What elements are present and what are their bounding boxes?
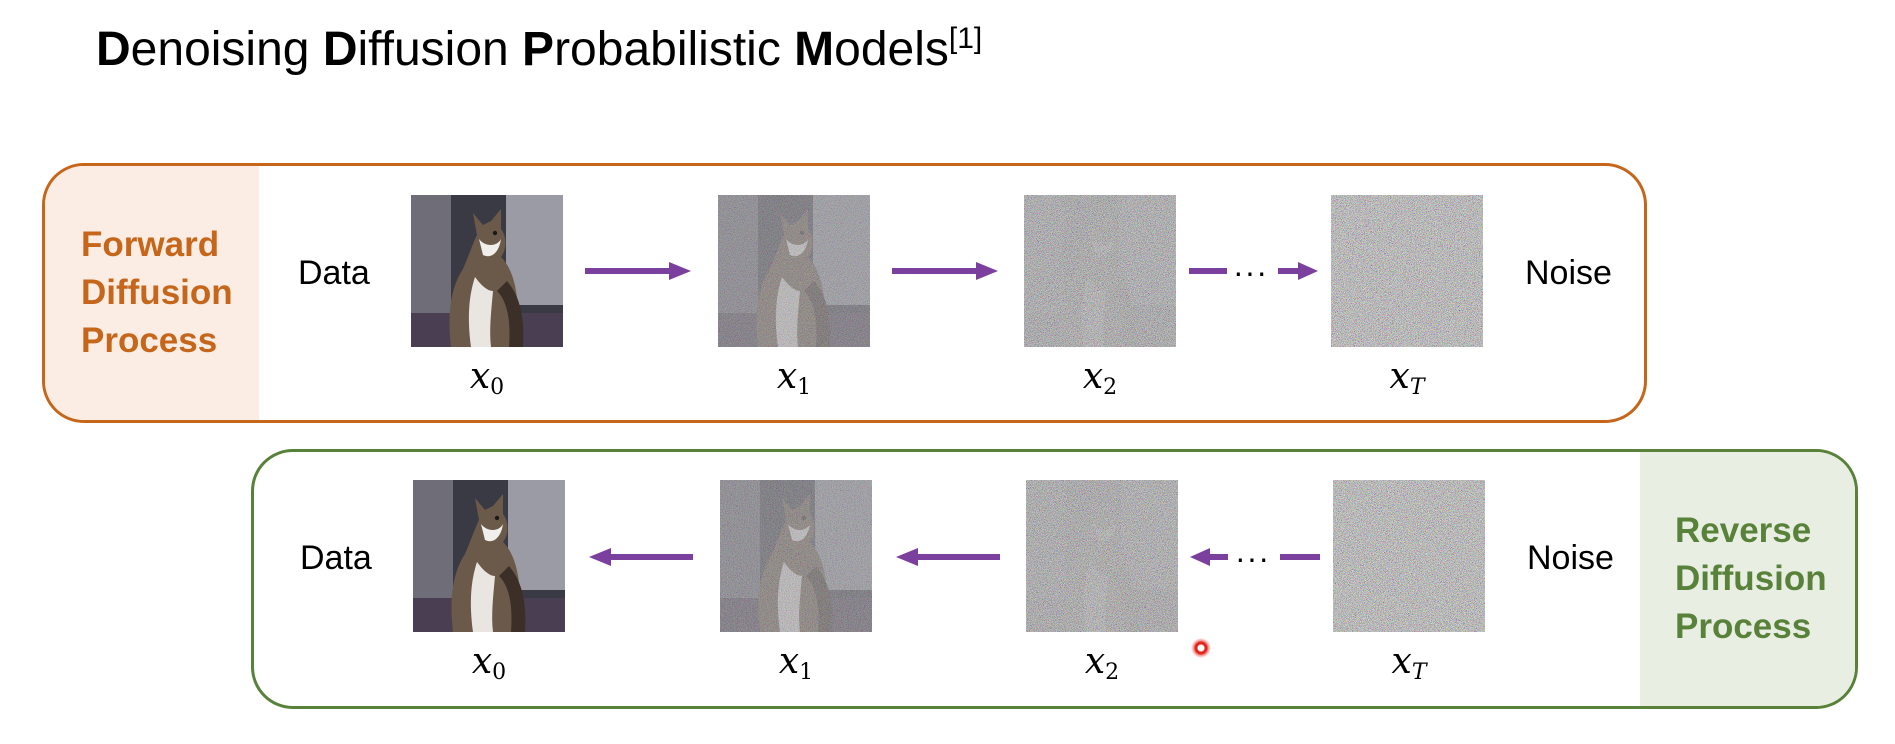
reverse-ellipsis: ··· <box>1235 540 1270 576</box>
title-citation: [1] <box>948 22 983 55</box>
forward-var-x1: x1 <box>776 356 812 400</box>
reverse-var-x0: x0 <box>471 641 507 685</box>
reverse-arrow-3-head <box>1190 548 1228 566</box>
reverse-data-label: Data <box>300 539 372 577</box>
forward-ellipsis: ··· <box>1233 254 1268 290</box>
forward-arrow-3-head <box>1278 262 1318 280</box>
forward-image-x0 <box>411 195 563 347</box>
reverse-var-x2: x2 <box>1084 641 1120 685</box>
reverse-noise-label: Noise <box>1527 539 1614 577</box>
title-word-2: Diffusion <box>322 23 523 76</box>
reverse-arrow-3-tail <box>1280 554 1320 560</box>
reverse-diffusion-panel: Reverse Diffusion Process <box>251 449 1858 709</box>
forward-var-x0: x0 <box>469 356 505 400</box>
reverse-image-x0 <box>413 480 565 632</box>
forward-data-label: Data <box>298 254 370 292</box>
title-word-1: Denoising <box>96 23 323 76</box>
reverse-var-xT: xT <box>1391 641 1427 685</box>
forward-process-label: Forward Diffusion Process <box>45 166 259 420</box>
title-word-3: Probabilistic <box>522 23 795 76</box>
forward-arrow-2 <box>892 262 998 280</box>
forward-arrow-1 <box>585 262 691 280</box>
reverse-image-xT <box>1333 480 1485 632</box>
forward-image-xT <box>1331 195 1483 347</box>
reverse-var-x1: x1 <box>778 641 814 685</box>
reverse-arrow-2 <box>896 548 1000 566</box>
reverse-process-label: Reverse Diffusion Process <box>1640 452 1855 706</box>
title-word-4: Models <box>794 23 949 76</box>
reverse-arrow-1 <box>589 548 693 566</box>
page-title: Denoising Diffusion Probabilistic Models… <box>96 14 982 86</box>
laser-pointer-cursor <box>1191 638 1211 658</box>
forward-var-xT: xT <box>1389 356 1425 400</box>
forward-arrow-3-tail <box>1189 268 1227 274</box>
reverse-image-x1 <box>720 480 872 632</box>
forward-var-x2: x2 <box>1082 356 1118 400</box>
forward-image-x2 <box>1024 195 1176 347</box>
forward-noise-label: Noise <box>1525 254 1612 292</box>
reverse-image-x2 <box>1026 480 1178 632</box>
forward-image-x1 <box>718 195 870 347</box>
forward-diffusion-panel: Forward Diffusion Process <box>42 163 1647 423</box>
